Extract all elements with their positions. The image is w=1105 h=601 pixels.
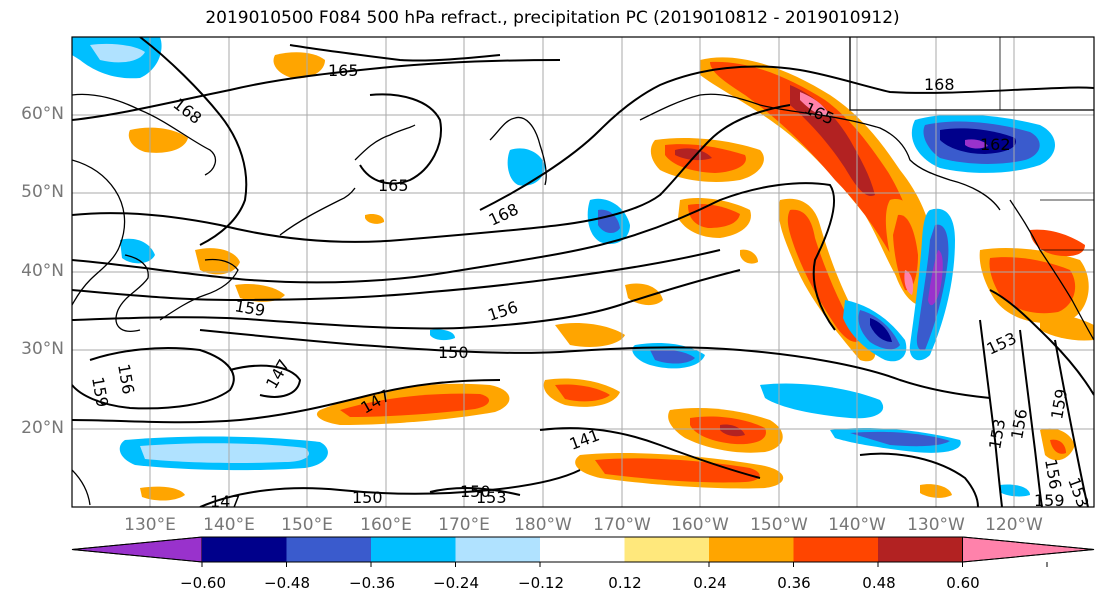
lon-label: 150°E (281, 515, 333, 535)
map-title: 2019010500 F084 500 hPa refract., precip… (205, 8, 900, 28)
lon-label: 120°W (985, 515, 1043, 535)
borders (999, 37, 1094, 251)
lon-label: 180°W (514, 515, 572, 535)
colorbar-tick-label: 0.48 (862, 574, 896, 592)
colorbar-tick-label: −0.48 (264, 574, 310, 592)
colorbar-tick-label: 0.36 (777, 574, 811, 592)
lat-label: 60°N (21, 104, 64, 124)
lon-label: 140°E (203, 515, 255, 535)
lat-label: 50°N (21, 182, 64, 202)
lon-label: 130°E (124, 515, 176, 535)
lat-label: 40°N (21, 261, 64, 281)
lon-label: 160°E (360, 515, 412, 535)
height-contours (72, 37, 1094, 507)
colorbar-tick-label: −0.36 (349, 574, 395, 592)
colorbar-tick-label: 0.12 (608, 574, 642, 592)
coastlines (72, 37, 1094, 506)
contour-label: 168 (300, 22, 331, 41)
map-frame (71, 36, 1095, 508)
contour-label: 168 (924, 75, 955, 94)
colorbar-tick-label: 0.60 (946, 574, 980, 592)
contour-labels: 165 168 168 165 168 165 162 168 159 156 … (88, 22, 1092, 511)
lon-label: 140°W (828, 515, 886, 535)
lon-label: 130°W (907, 515, 965, 535)
contour-label: 150 (438, 343, 469, 362)
lon-label: 170°W (593, 515, 651, 535)
contour-label: 165 (378, 176, 409, 195)
contour-label: 162 (980, 135, 1011, 154)
lon-label: 150°W (750, 515, 808, 535)
contour-label: 159 (1034, 491, 1065, 510)
lat-label: 20°N (21, 418, 64, 438)
contour-label: 165 (328, 61, 359, 80)
lat-label: 30°N (21, 339, 64, 359)
contour-label: 147 (210, 492, 241, 511)
lon-label: 170°E (438, 515, 490, 535)
contour-label: 153 (476, 488, 507, 507)
colorbar-tick-label: −0.60 (180, 574, 226, 592)
colorbar-tick-label: −0.24 (433, 574, 479, 592)
colorbar-tick-label: 0.24 (693, 574, 727, 592)
colorbar-tick-label: −0.12 (518, 574, 564, 592)
lon-label: 160°W (671, 515, 729, 535)
contour-label: 150 (352, 488, 383, 507)
contour-label: 150 (460, 482, 491, 501)
